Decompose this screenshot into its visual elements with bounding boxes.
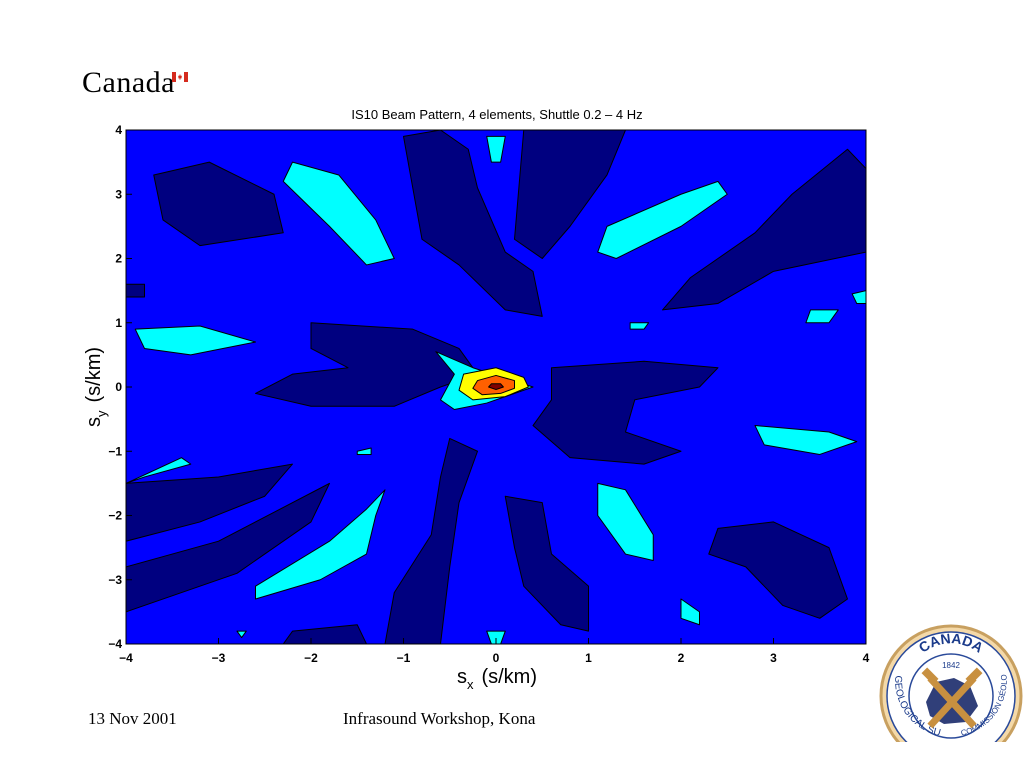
contour-region-cyan-23 [629, 322, 650, 330]
y-axis-label: sy (s/km) [83, 347, 109, 427]
y-axis-label-main: s [83, 417, 105, 427]
footer-date: 13 Nov 2001 [88, 709, 177, 728]
contour-region-cyan-27 [356, 447, 372, 455]
contour-region-cyan-22 [851, 290, 866, 304]
x-axis-label-main: s [457, 666, 467, 688]
contour-region-dark-7 [126, 482, 330, 613]
x-tick-label: −3 [212, 651, 226, 665]
contour-region-cyan-25 [236, 630, 247, 639]
wordmark-text: Canada [82, 66, 175, 99]
y-tick-label: 2 [115, 252, 122, 266]
y-tick-label: −3 [108, 573, 122, 587]
contour-region-cyan-24 [486, 630, 506, 644]
x-tick-label: −1 [397, 651, 411, 665]
seal-year: 1842 [942, 661, 960, 670]
contour-region-cyan-13 [282, 161, 395, 266]
contour-region-dark-12 [126, 283, 145, 298]
contour-region-dark-2 [514, 130, 626, 259]
y-axis-label-sub: y [94, 410, 109, 417]
x-tick-label: 2 [678, 651, 685, 665]
x-axis-label: sx (s/km) [457, 666, 537, 692]
contour-region-cyan-17 [126, 457, 192, 484]
y-tick-label: 4 [115, 123, 122, 137]
footer-event: Infrasound Workshop, Kona [343, 709, 536, 728]
contour-region-dark-10 [708, 521, 848, 619]
contour-region-cyan-16 [754, 425, 858, 455]
contour-region-dark-5 [532, 360, 719, 465]
beam-pattern-chart: IS10 Beam Pattern, 4 elements, Shuttle 0… [83, 107, 870, 692]
contour-region-cyan-26 [680, 598, 700, 626]
y-tick-label: 0 [115, 380, 122, 394]
canada-wordmark: Canada [82, 66, 175, 100]
chart-title: IS10 Beam Pattern, 4 elements, Shuttle 0… [351, 107, 642, 122]
contour-region-dark-11 [282, 624, 367, 644]
y-tick-label: −4 [108, 637, 122, 651]
y-tick-label: −1 [108, 444, 122, 458]
contour-region-cyan-21 [805, 309, 839, 324]
contour-region-cyan-20 [486, 135, 506, 163]
contour-region-dark-0 [153, 161, 284, 247]
x-tick-label: 0 [493, 651, 500, 665]
canada-flag-icon [172, 72, 188, 82]
contour-region-cyan-18 [255, 489, 386, 600]
contour-region-cyan-15 [134, 325, 256, 356]
y-tick-label: 3 [115, 187, 122, 201]
contour-region-dark-6 [126, 463, 293, 542]
y-axis-label-unit: (s/km) [83, 347, 105, 403]
contour-region-cyan-19 [597, 482, 654, 561]
contour-region-peak-31 [488, 383, 504, 391]
x-tick-label: 1 [585, 651, 592, 665]
y-tick-label: 1 [115, 316, 122, 330]
y-tick-label: −2 [108, 509, 122, 523]
geological-survey-seal: CANADA GEOLOGICAL SURVEY COMMISSION GÉOL… [878, 622, 1023, 742]
contour-region-dark-1 [403, 130, 543, 317]
contour-region-dark-9 [504, 495, 589, 632]
x-axis-label-unit: (s/km) [481, 666, 537, 688]
x-tick-label: −4 [119, 651, 133, 665]
x-tick-label: −2 [304, 651, 318, 665]
contour-region-cyan-14 [597, 180, 728, 259]
x-axis-label-sub: x [467, 677, 474, 692]
contour-region-dark-8 [384, 437, 478, 644]
x-tick-label: 4 [863, 651, 870, 665]
contour-region-dark-3 [662, 148, 866, 311]
contour-region-dark-4 [255, 322, 478, 407]
x-tick-label: 3 [770, 651, 777, 665]
